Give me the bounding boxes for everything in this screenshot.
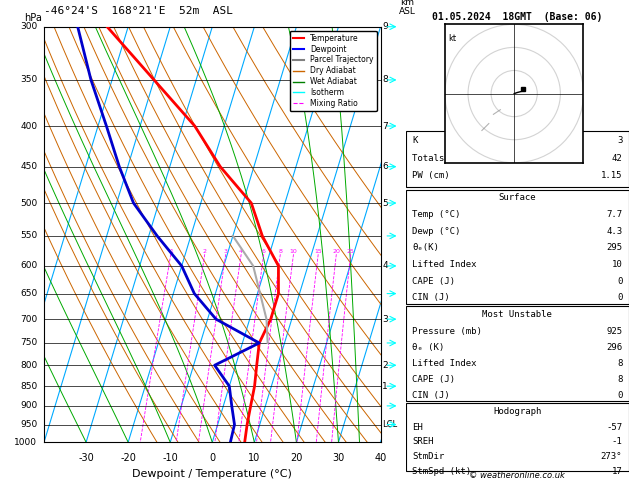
Text: 9: 9 [382, 22, 388, 31]
Text: 3: 3 [382, 314, 388, 324]
Text: 20: 20 [290, 452, 303, 463]
Text: 20: 20 [332, 249, 340, 254]
Text: -46°24'S  168°21'E  52m  ASL: -46°24'S 168°21'E 52m ASL [44, 6, 233, 17]
Text: 15: 15 [314, 249, 322, 254]
Text: 700: 700 [20, 314, 37, 324]
Text: 0: 0 [209, 452, 215, 463]
Text: 3: 3 [617, 136, 622, 145]
Text: CAPE (J): CAPE (J) [413, 277, 455, 286]
Text: 17: 17 [611, 467, 622, 476]
Text: 10: 10 [289, 249, 298, 254]
Text: Pressure (mb): Pressure (mb) [413, 327, 482, 336]
Text: CAPE (J): CAPE (J) [413, 375, 455, 384]
Text: 40: 40 [374, 452, 387, 463]
Text: 600: 600 [20, 261, 37, 270]
Text: -20: -20 [120, 452, 136, 463]
Text: 950: 950 [20, 420, 37, 429]
Legend: Temperature, Dewpoint, Parcel Trajectory, Dry Adiabat, Wet Adiabat, Isotherm, Mi: Temperature, Dewpoint, Parcel Trajectory… [289, 31, 377, 111]
Text: θₑ(K): θₑ(K) [413, 243, 439, 253]
Text: 4.3: 4.3 [606, 227, 622, 236]
Text: Lifted Index: Lifted Index [413, 260, 477, 269]
Text: 1.15: 1.15 [601, 171, 622, 180]
Text: 925: 925 [606, 327, 622, 336]
Text: 1000: 1000 [14, 438, 37, 447]
Text: 25: 25 [347, 249, 355, 254]
Text: PW (cm): PW (cm) [413, 171, 450, 180]
Text: Dewpoint / Temperature (°C): Dewpoint / Temperature (°C) [132, 469, 292, 479]
Text: 10: 10 [611, 260, 622, 269]
Text: StmSpd (kt): StmSpd (kt) [413, 467, 472, 476]
Text: StmDir: StmDir [413, 452, 445, 461]
Text: EH: EH [413, 423, 423, 432]
Text: 350: 350 [20, 75, 37, 85]
Text: 7.7: 7.7 [606, 210, 622, 220]
Text: Surface: Surface [499, 193, 536, 203]
Text: 1: 1 [169, 249, 173, 254]
Text: 1: 1 [382, 382, 388, 391]
Bar [406, 306, 629, 401]
Text: 300: 300 [20, 22, 37, 31]
Text: Most Unstable: Most Unstable [482, 310, 552, 319]
Text: 3: 3 [224, 249, 228, 254]
Text: 6: 6 [262, 249, 265, 254]
Text: 500: 500 [20, 199, 37, 208]
Text: 8: 8 [617, 359, 622, 368]
Text: SREH: SREH [413, 437, 434, 447]
Text: kt: kt [448, 34, 457, 43]
Text: Hodograph: Hodograph [493, 407, 542, 417]
Bar [406, 131, 629, 187]
Text: 30: 30 [332, 452, 345, 463]
Text: 2: 2 [203, 249, 207, 254]
Text: km
ASL: km ASL [399, 0, 416, 17]
Text: 0: 0 [617, 293, 622, 302]
Text: Totals Totals: Totals Totals [413, 154, 482, 163]
Text: 0: 0 [617, 391, 622, 400]
Bar [406, 403, 629, 471]
Text: 8: 8 [382, 75, 388, 85]
Text: © weatheronline.co.uk: © weatheronline.co.uk [469, 471, 565, 480]
Bar [406, 190, 629, 304]
Text: 8: 8 [279, 249, 282, 254]
Text: 10: 10 [248, 452, 260, 463]
Text: 01.05.2024  18GMT  (Base: 06): 01.05.2024 18GMT (Base: 06) [432, 12, 603, 22]
Text: 450: 450 [20, 162, 37, 171]
Text: CIN (J): CIN (J) [413, 391, 450, 400]
Text: CIN (J): CIN (J) [413, 293, 450, 302]
Text: hPa: hPa [24, 13, 42, 22]
Text: 800: 800 [20, 361, 37, 370]
Text: LCL: LCL [382, 420, 398, 429]
Text: 6: 6 [382, 162, 388, 171]
Text: 550: 550 [20, 231, 37, 241]
Text: 7: 7 [382, 122, 388, 131]
Text: θₑ (K): θₑ (K) [413, 343, 445, 352]
Text: 295: 295 [606, 243, 622, 253]
Text: Mixing Ratio (g/kg): Mixing Ratio (g/kg) [416, 195, 425, 274]
Text: 42: 42 [611, 154, 622, 163]
Text: 4: 4 [382, 261, 388, 270]
Text: 5: 5 [382, 199, 388, 208]
Text: -57: -57 [606, 423, 622, 432]
Text: -30: -30 [78, 452, 94, 463]
Text: 750: 750 [20, 338, 37, 347]
Text: 296: 296 [606, 343, 622, 352]
Text: 850: 850 [20, 382, 37, 391]
Text: 900: 900 [20, 401, 37, 410]
Text: K: K [413, 136, 418, 145]
Text: -10: -10 [162, 452, 178, 463]
Text: Lifted Index: Lifted Index [413, 359, 477, 368]
Text: Dewp (°C): Dewp (°C) [413, 227, 461, 236]
Text: 2: 2 [382, 361, 388, 370]
Text: 273°: 273° [601, 452, 622, 461]
Text: 650: 650 [20, 289, 37, 298]
Text: -1: -1 [611, 437, 622, 447]
Text: 8: 8 [617, 375, 622, 384]
Text: 400: 400 [20, 122, 37, 131]
Text: Temp (°C): Temp (°C) [413, 210, 461, 220]
Text: 0: 0 [617, 277, 622, 286]
Text: 4: 4 [239, 249, 243, 254]
